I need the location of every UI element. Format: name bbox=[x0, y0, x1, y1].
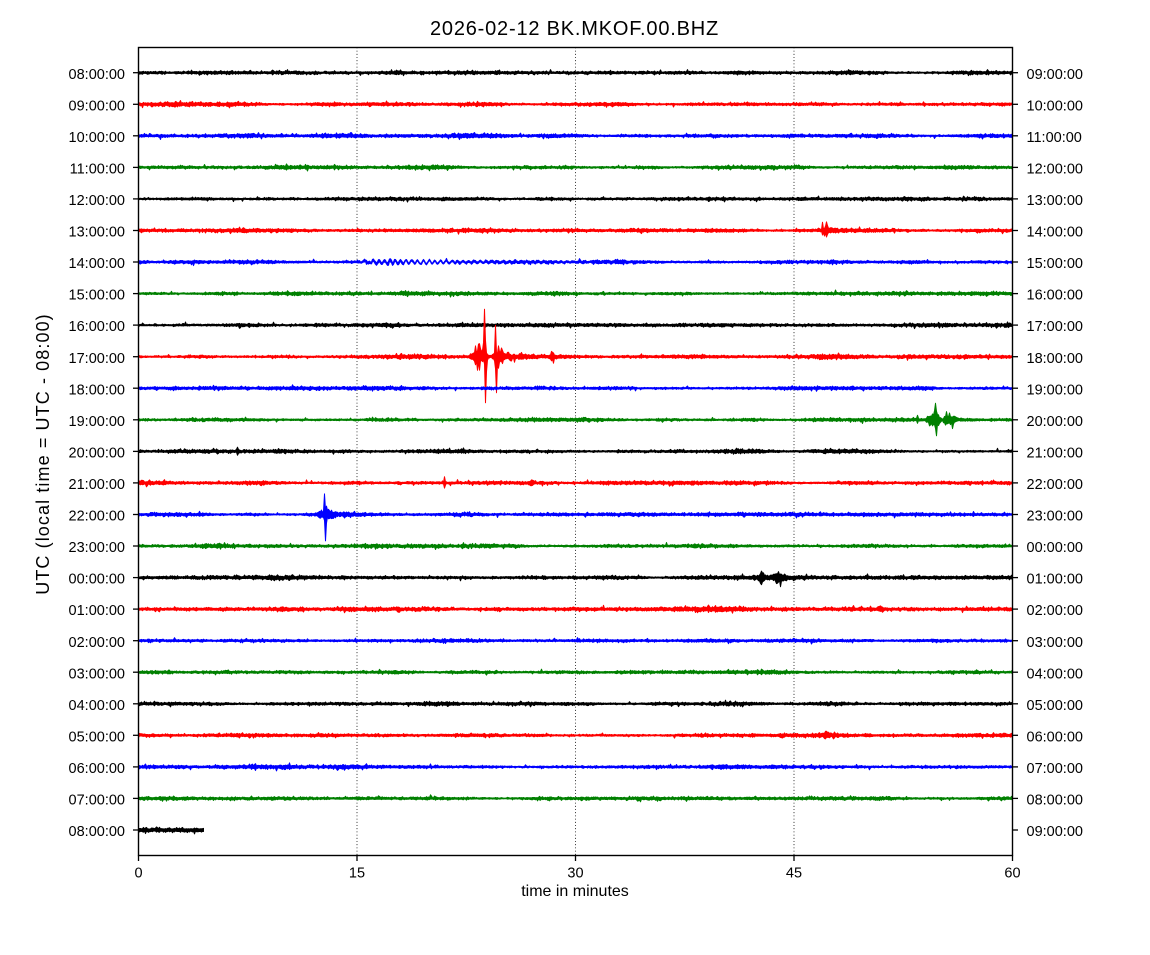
svg-text:14:00:00: 14:00:00 bbox=[1027, 225, 1083, 241]
svg-text:18:00:00: 18:00:00 bbox=[1027, 351, 1083, 367]
svg-text:13:00:00: 13:00:00 bbox=[1027, 193, 1083, 209]
svg-text:20:00:00: 20:00:00 bbox=[69, 446, 125, 462]
svg-text:23:00:00: 23:00:00 bbox=[1027, 509, 1083, 525]
svg-text:12:00:00: 12:00:00 bbox=[69, 193, 125, 209]
svg-text:10:00:00: 10:00:00 bbox=[1027, 98, 1083, 114]
svg-text:time in minutes: time in minutes bbox=[521, 883, 629, 900]
svg-text:13:00:00: 13:00:00 bbox=[69, 225, 125, 241]
svg-text:11:00:00: 11:00:00 bbox=[70, 162, 125, 178]
svg-text:09:00:00: 09:00:00 bbox=[1027, 824, 1083, 840]
svg-text:04:00:00: 04:00:00 bbox=[1027, 666, 1083, 682]
svg-text:16:00:00: 16:00:00 bbox=[69, 319, 125, 335]
svg-text:15: 15 bbox=[349, 866, 365, 882]
svg-text:20:00:00: 20:00:00 bbox=[1027, 414, 1083, 430]
svg-text:UTC (local time = UTC - 08:00): UTC (local time = UTC - 08:00) bbox=[33, 313, 53, 595]
svg-text:00:00:00: 00:00:00 bbox=[1027, 540, 1083, 556]
svg-text:2026-02-12 BK.MKOF.00.BHZ: 2026-02-12 BK.MKOF.00.BHZ bbox=[430, 18, 719, 40]
svg-text:19:00:00: 19:00:00 bbox=[69, 414, 125, 430]
svg-text:01:00:00: 01:00:00 bbox=[69, 603, 125, 619]
svg-text:17:00:00: 17:00:00 bbox=[69, 351, 125, 367]
svg-text:17:00:00: 17:00:00 bbox=[1027, 319, 1083, 335]
svg-text:06:00:00: 06:00:00 bbox=[1027, 729, 1083, 745]
svg-text:07:00:00: 07:00:00 bbox=[69, 793, 125, 809]
svg-text:16:00:00: 16:00:00 bbox=[1027, 288, 1083, 304]
svg-text:30: 30 bbox=[567, 866, 583, 882]
svg-text:01:00:00: 01:00:00 bbox=[1027, 572, 1083, 588]
svg-text:05:00:00: 05:00:00 bbox=[69, 729, 125, 745]
svg-text:04:00:00: 04:00:00 bbox=[69, 698, 125, 714]
svg-text:45: 45 bbox=[786, 866, 802, 882]
svg-text:02:00:00: 02:00:00 bbox=[1027, 603, 1083, 619]
svg-text:22:00:00: 22:00:00 bbox=[1027, 477, 1083, 493]
svg-text:15:00:00: 15:00:00 bbox=[69, 288, 125, 304]
svg-text:14:00:00: 14:00:00 bbox=[69, 256, 125, 272]
svg-text:15:00:00: 15:00:00 bbox=[1027, 256, 1083, 272]
svg-text:05:00:00: 05:00:00 bbox=[1027, 698, 1083, 714]
svg-text:09:00:00: 09:00:00 bbox=[1027, 67, 1083, 83]
svg-text:21:00:00: 21:00:00 bbox=[69, 477, 125, 493]
svg-text:19:00:00: 19:00:00 bbox=[1027, 382, 1083, 398]
svg-text:12:00:00: 12:00:00 bbox=[1027, 162, 1083, 178]
svg-text:18:00:00: 18:00:00 bbox=[69, 382, 125, 398]
svg-text:02:00:00: 02:00:00 bbox=[69, 635, 125, 651]
svg-text:60: 60 bbox=[1004, 866, 1020, 882]
svg-text:03:00:00: 03:00:00 bbox=[69, 666, 125, 682]
svg-text:08:00:00: 08:00:00 bbox=[69, 67, 125, 83]
svg-text:0: 0 bbox=[134, 866, 142, 882]
svg-text:10:00:00: 10:00:00 bbox=[69, 130, 125, 146]
svg-text:00:00:00: 00:00:00 bbox=[69, 572, 125, 588]
svg-text:07:00:00: 07:00:00 bbox=[1027, 761, 1083, 777]
svg-text:23:00:00: 23:00:00 bbox=[69, 540, 125, 556]
svg-text:21:00:00: 21:00:00 bbox=[1027, 446, 1083, 462]
svg-text:09:00:00: 09:00:00 bbox=[69, 98, 125, 114]
svg-text:03:00:00: 03:00:00 bbox=[1027, 635, 1083, 651]
svg-text:06:00:00: 06:00:00 bbox=[69, 761, 125, 777]
svg-text:08:00:00: 08:00:00 bbox=[1027, 793, 1083, 809]
svg-text:22:00:00: 22:00:00 bbox=[69, 509, 125, 525]
svg-text:08:00:00: 08:00:00 bbox=[69, 824, 125, 840]
svg-text:11:00:00: 11:00:00 bbox=[1027, 130, 1082, 146]
